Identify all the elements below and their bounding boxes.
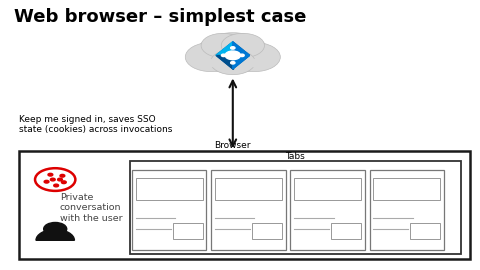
Circle shape bbox=[185, 42, 237, 72]
Bar bbox=[173, 223, 203, 239]
Bar bbox=[19, 151, 470, 259]
Circle shape bbox=[230, 47, 235, 49]
Bar bbox=[294, 178, 361, 200]
Circle shape bbox=[197, 33, 269, 73]
Circle shape bbox=[230, 62, 235, 64]
Polygon shape bbox=[216, 55, 233, 69]
Circle shape bbox=[61, 181, 66, 184]
Bar bbox=[215, 178, 282, 200]
Circle shape bbox=[58, 178, 62, 181]
Text: Private
conversation
with the user: Private conversation with the user bbox=[60, 193, 122, 223]
Circle shape bbox=[60, 174, 65, 177]
Circle shape bbox=[240, 54, 244, 57]
Bar bbox=[211, 170, 286, 250]
Bar bbox=[410, 223, 440, 239]
Circle shape bbox=[228, 42, 280, 72]
Text: Keep me signed in, saves SSO
state (cookies) across invocations: Keep me signed in, saves SSO state (cook… bbox=[19, 115, 173, 134]
Circle shape bbox=[44, 222, 67, 235]
Circle shape bbox=[48, 173, 53, 176]
Circle shape bbox=[221, 54, 226, 57]
Circle shape bbox=[54, 184, 59, 187]
Bar bbox=[136, 178, 203, 200]
Polygon shape bbox=[216, 42, 233, 55]
Circle shape bbox=[221, 33, 264, 58]
Circle shape bbox=[201, 33, 244, 58]
Text: Browser: Browser bbox=[215, 141, 251, 150]
Bar bbox=[290, 170, 365, 250]
Bar bbox=[195, 59, 271, 66]
Bar bbox=[370, 170, 444, 250]
Polygon shape bbox=[216, 42, 250, 69]
Bar bbox=[331, 223, 361, 239]
Polygon shape bbox=[233, 55, 250, 69]
Circle shape bbox=[225, 51, 240, 60]
Circle shape bbox=[44, 180, 49, 183]
Bar bbox=[373, 178, 440, 200]
Bar bbox=[130, 161, 461, 254]
Bar bbox=[252, 223, 282, 239]
Circle shape bbox=[50, 178, 55, 181]
Circle shape bbox=[35, 168, 75, 191]
Bar bbox=[132, 170, 206, 250]
Text: Web browser – simplest case: Web browser – simplest case bbox=[14, 8, 307, 26]
Wedge shape bbox=[36, 230, 74, 240]
Polygon shape bbox=[233, 42, 250, 55]
Text: Tabs: Tabs bbox=[285, 152, 305, 161]
Circle shape bbox=[210, 49, 255, 75]
